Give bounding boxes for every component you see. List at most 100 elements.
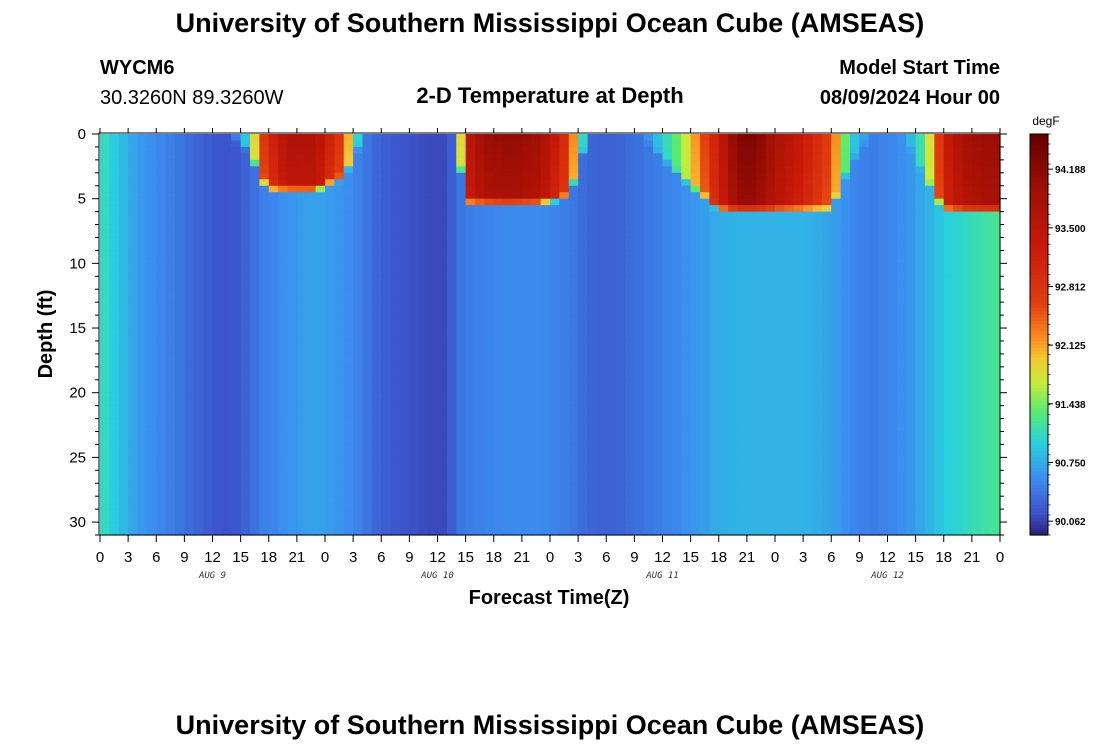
heatmap-cell [465, 379, 476, 394]
heatmap-cell [728, 444, 739, 458]
heatmap-cell [812, 172, 823, 180]
heatmap-cell [765, 140, 776, 148]
heatmap-cell [221, 470, 232, 484]
heatmap-cell [803, 146, 814, 155]
heatmap-cell [550, 134, 560, 142]
heatmap-cell [371, 340, 382, 355]
heatmap-cell [840, 289, 851, 303]
heatmap-cell [118, 185, 129, 193]
heatmap-cell [568, 153, 579, 161]
heatmap-cell [409, 289, 420, 303]
heatmap-cell [353, 392, 364, 407]
heatmap-cell [409, 431, 420, 446]
heatmap-cell [250, 392, 260, 407]
heatmap-cell [437, 263, 448, 277]
heatmap-cell [512, 328, 523, 342]
heatmap-cell [925, 431, 935, 446]
heatmap-cell [128, 302, 139, 316]
heatmap-cell [934, 237, 945, 252]
heatmap-cell [184, 192, 195, 200]
heatmap-cell [634, 353, 645, 368]
heatmap-cell [400, 289, 410, 303]
heatmap-cell [381, 522, 392, 536]
heatmap-cell [934, 353, 945, 368]
heatmap-cell [418, 315, 429, 329]
heatmap-cell [203, 431, 214, 446]
heatmap-cell [137, 379, 148, 394]
heatmap-cell [184, 134, 195, 142]
heatmap-cell [728, 392, 739, 407]
heatmap-cell [896, 483, 907, 497]
heatmap-cell [418, 192, 429, 200]
heatmap-cell [400, 146, 410, 155]
heatmap-cell [878, 224, 889, 239]
heatmap-cell [531, 366, 542, 381]
heatmap-cell [428, 166, 439, 174]
heatmap-cell [925, 328, 935, 342]
heatmap-cell [100, 353, 110, 368]
heatmap-cell [521, 153, 532, 161]
heatmap-cell [493, 366, 504, 381]
heatmap-cell [128, 172, 139, 180]
heatmap-cell [550, 211, 560, 226]
heatmap-cell [193, 496, 204, 510]
heatmap-cell [521, 185, 532, 193]
heatmap-cell [100, 159, 110, 167]
heatmap-cell [746, 263, 757, 277]
heatmap-cell [418, 470, 429, 484]
heatmap-cell [859, 134, 870, 142]
heatmap-cell [896, 405, 907, 420]
heatmap-cell [925, 134, 935, 142]
heatmap-cell [915, 205, 926, 213]
heatmap-cell [371, 496, 382, 510]
heatmap-cell [165, 237, 176, 252]
heatmap-cell [109, 276, 120, 290]
heatmap-cell [118, 166, 129, 174]
heatmap-cell [812, 198, 823, 206]
heatmap-cell [971, 340, 982, 355]
heatmap-cell [109, 153, 120, 161]
heatmap-cell [175, 340, 185, 355]
heatmap-cell [737, 146, 748, 155]
heatmap-cell [165, 470, 176, 484]
heatmap-cell [606, 444, 617, 458]
heatmap-cell [803, 457, 814, 471]
heatmap-cell [381, 140, 392, 148]
heatmap-cell [709, 496, 720, 510]
heatmap-cell [728, 457, 739, 471]
heatmap-cell [981, 276, 992, 290]
heatmap-cell [737, 134, 748, 142]
heatmap-cell [231, 166, 242, 174]
heatmap-cell [943, 328, 954, 342]
heatmap-cell [718, 153, 729, 161]
heatmap-cell [456, 224, 467, 239]
heatmap-cell [981, 405, 992, 420]
heatmap-cell [390, 276, 401, 290]
heatmap-cell [625, 302, 635, 316]
heatmap-cell [887, 522, 898, 536]
heatmap-cell [531, 146, 542, 155]
heatmap-cell [896, 172, 907, 180]
heatmap-cell [306, 179, 317, 187]
heatmap-cell [681, 205, 692, 213]
x-tick-label: 21 [739, 549, 756, 566]
heatmap-cell [287, 418, 298, 433]
heatmap-cell [287, 483, 298, 497]
heatmap-cell [625, 237, 635, 252]
heatmap-cell [700, 379, 710, 394]
heatmap-cell [606, 392, 617, 407]
heatmap-cell [915, 166, 926, 174]
heatmap-cell [259, 263, 270, 277]
heatmap-cell [587, 276, 598, 290]
heatmap-cell [550, 153, 560, 161]
heatmap-cell [943, 418, 954, 433]
heatmap-cell [653, 431, 664, 446]
heatmap-cell [343, 302, 354, 316]
heatmap-cell [315, 172, 326, 180]
heatmap-cell [240, 392, 251, 407]
heatmap-cell [690, 205, 701, 213]
heatmap-cell [934, 340, 945, 355]
heatmap-cell [981, 250, 992, 264]
heatmap-cell [428, 263, 439, 277]
heatmap-cell [146, 392, 157, 407]
